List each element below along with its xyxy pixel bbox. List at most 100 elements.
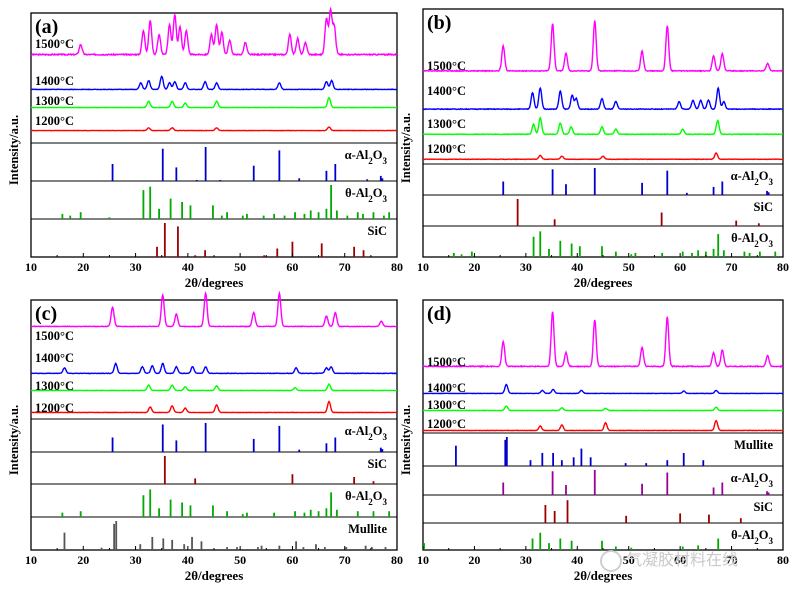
y-axis-label: Intensity/a.u. bbox=[7, 115, 21, 185]
x-tick-label: 70 bbox=[339, 553, 351, 567]
series-label: 1300°C bbox=[35, 94, 74, 108]
reference-label: Mullite bbox=[348, 522, 387, 536]
x-tick-label: 60 bbox=[286, 260, 298, 274]
panel-label: (d) bbox=[427, 303, 451, 325]
plot-frame bbox=[30, 299, 398, 551]
x-tick-label: 80 bbox=[777, 260, 789, 274]
reference-label: α-Al2O3 bbox=[731, 471, 774, 489]
x-tick-label: 30 bbox=[520, 553, 532, 567]
reference-label: SiC bbox=[368, 224, 387, 238]
y-axis-label: Intensity/a.u. bbox=[7, 405, 21, 475]
reference-label: α-Al2O3 bbox=[345, 148, 388, 166]
series-label: 1300°C bbox=[35, 379, 74, 393]
reference-label: SiC bbox=[754, 500, 773, 514]
x-tick-label: 70 bbox=[726, 260, 738, 274]
x-tick-label: 10 bbox=[25, 260, 37, 274]
xrd-pattern-1500 bbox=[422, 311, 784, 369]
reference-label: SiC bbox=[368, 457, 387, 471]
x-tick-label: 40 bbox=[182, 553, 194, 567]
reference-label: θ-Al2O3 bbox=[345, 186, 387, 204]
series-label: 1200°C bbox=[427, 142, 466, 156]
x-tick-label: 60 bbox=[286, 553, 298, 567]
series-label: 1400°C bbox=[427, 381, 466, 395]
reference-label: α-Al2O3 bbox=[731, 169, 774, 187]
series-label: 1200°C bbox=[35, 114, 74, 128]
x-tick-label: 80 bbox=[777, 553, 789, 567]
series-label: 1500°C bbox=[35, 37, 74, 51]
series-label: 1400°C bbox=[427, 84, 466, 98]
reference-label: θ-Al2O3 bbox=[731, 231, 773, 249]
x-tick-label: 60 bbox=[674, 260, 686, 274]
xrd-pattern-1200 bbox=[30, 400, 398, 414]
x-tick-label: 10 bbox=[417, 553, 429, 567]
x-tick-label: 50 bbox=[623, 260, 635, 274]
watermark: 气凝胶材料在线 bbox=[600, 546, 738, 572]
x-tick-label: 50 bbox=[234, 553, 246, 567]
xrd-pattern-1500 bbox=[30, 6, 398, 57]
watermark-logo-icon bbox=[600, 549, 622, 572]
x-axis-label: 2θ/degrees bbox=[185, 568, 244, 583]
plot-frame bbox=[422, 299, 784, 551]
x-tick-label: 40 bbox=[571, 260, 583, 274]
x-tick-label: 70 bbox=[726, 553, 738, 567]
panel-label: (b) bbox=[427, 12, 451, 34]
xrd-pattern-1300 bbox=[423, 405, 784, 412]
plot-frame bbox=[422, 8, 784, 258]
plot-frame bbox=[30, 12, 398, 258]
xrd-pattern-1200 bbox=[422, 419, 784, 432]
x-tick-label: 20 bbox=[468, 553, 480, 567]
watermark-text: 气凝胶材料在线 bbox=[626, 550, 739, 569]
x-tick-label: 80 bbox=[391, 553, 403, 567]
xrd-pattern-1300 bbox=[422, 116, 783, 136]
panel-c: (c) 1500°C 1400°C 1300°C 1200°C α-Al2O3 SiC θ-A… bbox=[7, 290, 403, 583]
series-label: 1500°C bbox=[35, 329, 74, 343]
x-axis-label: 2θ/degrees bbox=[574, 568, 633, 583]
xrd-pattern-1400 bbox=[30, 75, 398, 91]
xrd-pattern-1300 bbox=[31, 96, 397, 109]
xrd-pattern-1500 bbox=[422, 20, 784, 73]
x-tick-label: 40 bbox=[182, 260, 194, 274]
panel-label: (a) bbox=[35, 16, 58, 38]
x-axis-label: 2θ/degrees bbox=[185, 275, 244, 290]
series-label: 1400°C bbox=[35, 74, 74, 88]
x-axis-label: 2θ/degrees bbox=[574, 275, 633, 290]
panel-d: (d) 1500°C 1400°C 1300°C 1200°C Mullite α-Al2O… bbox=[399, 299, 789, 583]
reference-label: θ-Al2O3 bbox=[731, 528, 773, 546]
panel-a: (a)1500°C 1400°C 1300°C 1200°C α-Al2O3 θ-Al2O… bbox=[7, 6, 403, 290]
x-tick-label: 10 bbox=[25, 553, 37, 567]
reference-label: θ-Al2O3 bbox=[345, 489, 387, 507]
x-tick-label: 30 bbox=[130, 260, 142, 274]
x-tick-label: 20 bbox=[468, 260, 480, 274]
series-label: 1300°C bbox=[427, 117, 466, 131]
xrd-pattern-1500 bbox=[31, 290, 397, 328]
xrd-pattern-1400 bbox=[30, 362, 398, 375]
x-tick-label: 20 bbox=[77, 260, 89, 274]
xrd-pattern-1200 bbox=[30, 126, 398, 132]
series-label: 1400°C bbox=[35, 351, 74, 365]
series-label: 1200°C bbox=[427, 417, 466, 431]
panel-b: (b) 1500°C 1400°C 1300°C 1200°C α-Al2O3 SiC θ-A… bbox=[399, 8, 789, 290]
reference-label: SiC bbox=[754, 200, 773, 214]
x-tick-label: 70 bbox=[339, 260, 351, 274]
y-axis-label: Intensity/a.u. bbox=[399, 113, 413, 183]
panel-label: (c) bbox=[35, 303, 57, 325]
x-tick-label: 40 bbox=[571, 553, 583, 567]
x-tick-label: 60 bbox=[674, 553, 686, 567]
xrd-pattern-1400 bbox=[422, 383, 784, 395]
xrd-pattern-1400 bbox=[423, 86, 784, 111]
xrd-pattern-1300 bbox=[30, 383, 398, 392]
series-label: 1200°C bbox=[35, 401, 74, 415]
reference-label: Mullite bbox=[734, 438, 773, 452]
x-tick-label: 50 bbox=[234, 260, 246, 274]
series-label: 1500°C bbox=[427, 59, 466, 73]
series-label: 1300°C bbox=[427, 398, 466, 412]
y-axis-label: Intensity/a.u. bbox=[399, 405, 413, 475]
x-tick-label: 30 bbox=[130, 553, 142, 567]
x-tick-label: 50 bbox=[623, 553, 635, 567]
xrd-pattern-1200 bbox=[422, 152, 784, 161]
x-tick-label: 10 bbox=[417, 260, 429, 274]
series-label: 1500°C bbox=[427, 355, 466, 369]
reference-label: α-Al2O3 bbox=[345, 424, 388, 442]
x-tick-label: 30 bbox=[520, 260, 532, 274]
